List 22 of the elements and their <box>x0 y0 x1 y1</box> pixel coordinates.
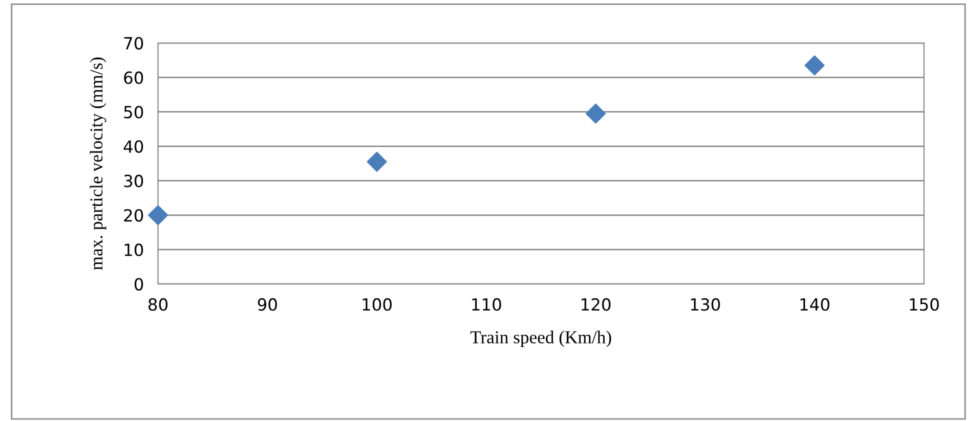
point <box>586 104 606 124</box>
y-tick-label: 10 <box>124 244 144 256</box>
y-tick-label: 30 <box>124 174 144 188</box>
y-tick-label: 60 <box>124 71 144 84</box>
y-tick-label: 20 <box>124 209 144 222</box>
x-tick-label: 110 <box>472 298 502 311</box>
y-axis-title: max. particle velocity (mm/s) <box>90 58 106 270</box>
x-axis-title: Train speed (Km/h) <box>470 330 612 348</box>
x-tick-label: 120 <box>582 298 611 311</box>
y-tick-label: 0 <box>134 278 144 291</box>
x-tick-label: 150 <box>910 298 939 311</box>
x-tick-label: 80 <box>148 298 168 311</box>
x-tick-label: 130 <box>691 298 720 311</box>
y-tick-label: 70 <box>124 36 144 50</box>
y-tick-label: 50 <box>124 106 144 118</box>
point <box>148 205 168 226</box>
x-tick-label: 90 <box>258 298 277 311</box>
x-tick-label: 140 <box>800 298 830 311</box>
x-tick-label: 100 <box>362 298 392 311</box>
point <box>804 55 825 76</box>
point <box>366 152 387 172</box>
y-tick-label: 40 <box>124 140 144 153</box>
